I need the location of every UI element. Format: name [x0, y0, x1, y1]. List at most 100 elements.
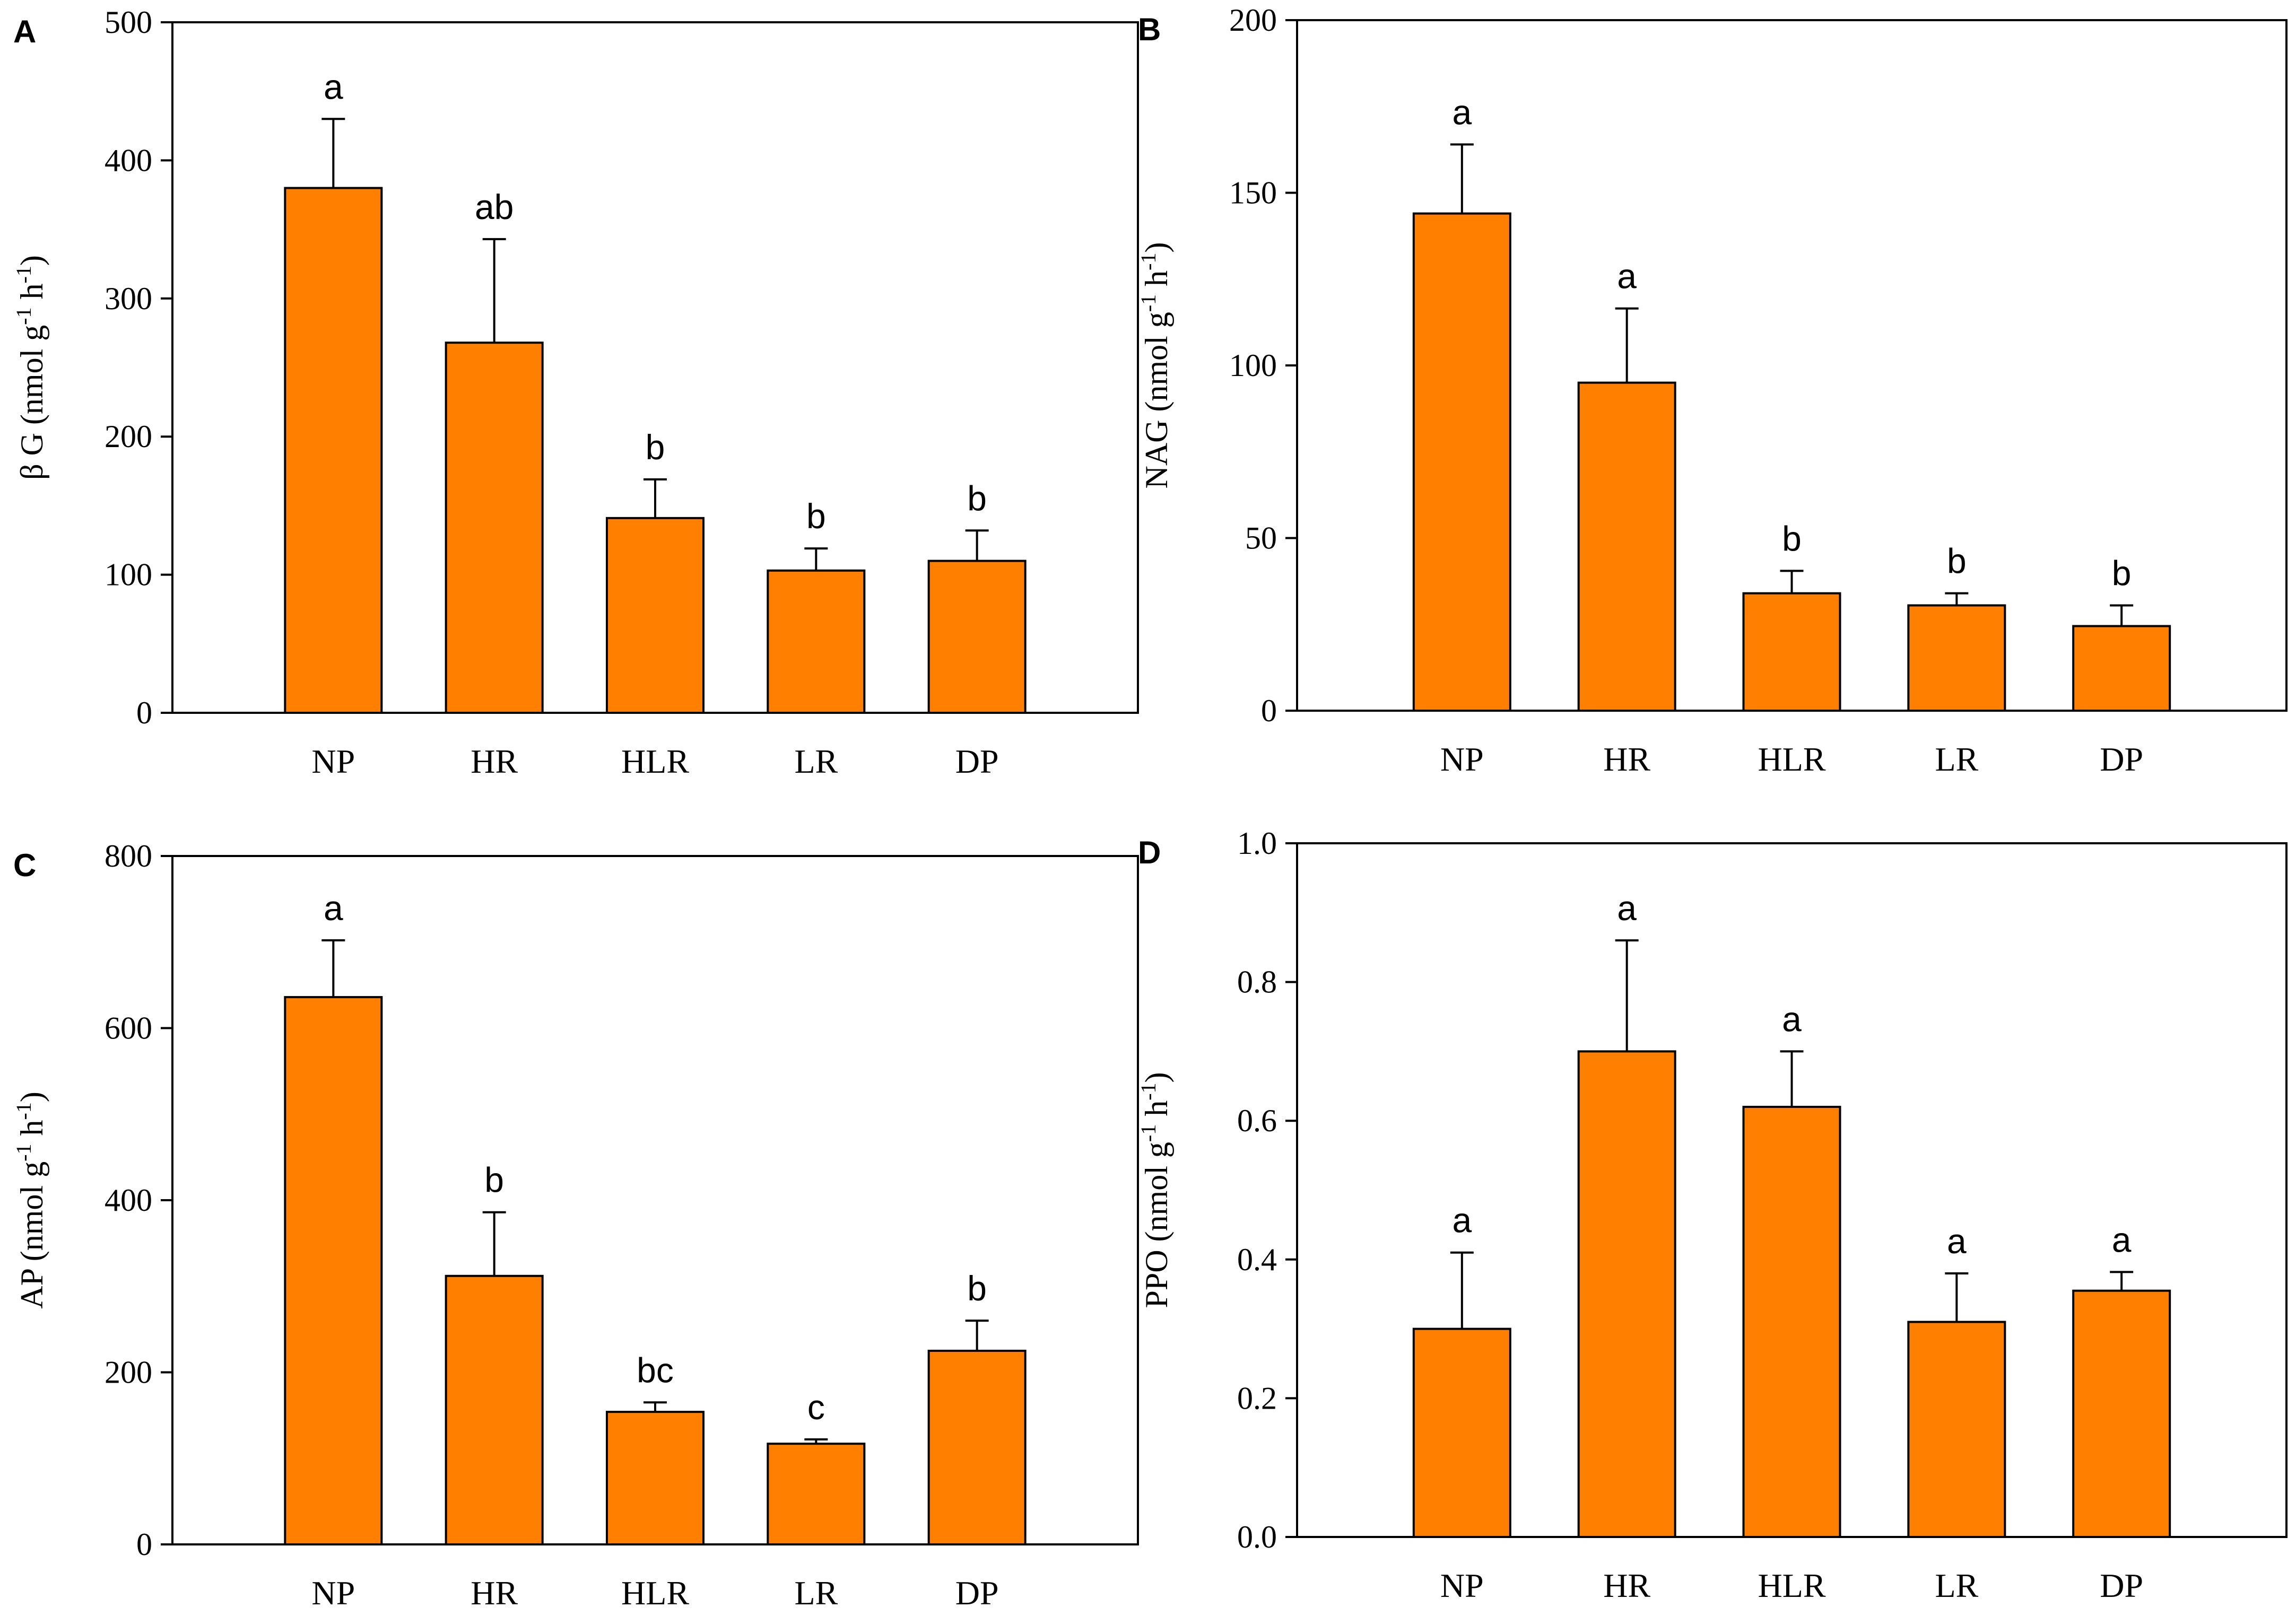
x-category-label: DP [2100, 740, 2143, 778]
x-category-label: NP [311, 743, 355, 780]
x-category-label: HR [1603, 740, 1650, 778]
x-category-label: HR [1603, 1567, 1650, 1604]
y-axis-title: β G (nmol g-1 h-1) [12, 255, 50, 480]
x-category-label: HLR [1758, 1567, 1826, 1604]
y-axis-title: PPO (nmol g-1 h-1) [1136, 1072, 1175, 1308]
significance-label: a [1452, 1201, 1472, 1240]
significance-label: c [807, 1387, 825, 1427]
significance-label: b [967, 478, 987, 518]
y-tick-label: 500 [105, 5, 152, 40]
significance-label: a [324, 888, 343, 928]
bar-dp [927, 560, 1027, 714]
error-bar-hlr [643, 478, 667, 518]
error-bar-lr [1945, 1272, 1969, 1322]
error-bar-hr [482, 1211, 506, 1276]
error-bar-np [321, 939, 345, 998]
error-bar-hr [1615, 307, 1639, 383]
y-tick-label: 200 [105, 419, 152, 454]
error-bar-hr [482, 238, 506, 343]
bar-hlr [1742, 1106, 1841, 1539]
bar-hlr [606, 517, 705, 714]
significance-label: a [1617, 888, 1637, 928]
significance-label: b [1947, 541, 1967, 581]
significance-label: b [1782, 519, 1802, 558]
bar-hr [1577, 1050, 1676, 1538]
x-category-label: HLR [1758, 740, 1826, 778]
error-bar-dp [965, 1320, 989, 1351]
y-tick-label: 0.6 [1237, 1103, 1277, 1138]
chart-panel-d: D 0.0 0.2 0.4 0.6 0.8 1.0 PPO (nmol g-1 h-1) a NP… [1136, 826, 2288, 1604]
bar-dp [2072, 625, 2171, 712]
y-tick-label: 100 [1229, 348, 1277, 383]
y-axis-title: NAG (nmol g-1 h-1) [1136, 242, 1175, 489]
significance-label: b [646, 427, 665, 467]
significance-label: a [2112, 1220, 2132, 1259]
y-tick-label: 400 [105, 1183, 152, 1218]
x-category-label: HLR [621, 743, 689, 780]
significance-label: a [1617, 257, 1637, 296]
error-bar-hlr [643, 1401, 667, 1412]
y-tick-label: 100 [105, 557, 152, 592]
y-axis-title: AP (nmol g-1 h-1) [12, 1091, 50, 1308]
y-tick-label: 300 [105, 281, 152, 316]
x-category-label: HLR [621, 1574, 689, 1612]
y-tick-label: 600 [105, 1011, 152, 1046]
x-category-label: NP [1440, 1567, 1484, 1604]
bar-lr [767, 569, 866, 714]
significance-label: a [1947, 1221, 1967, 1261]
bar-np [284, 996, 383, 1545]
error-bar-lr [804, 1438, 828, 1444]
error-bar-np [1450, 143, 1474, 214]
y-tick-label: 0.0 [1237, 1519, 1277, 1554]
bar-hr [445, 342, 544, 714]
y-tick-label: 0 [136, 695, 152, 730]
x-category-label: LR [1935, 1567, 1978, 1604]
significance-label: b [806, 496, 826, 536]
y-tick-label: 1.0 [1237, 826, 1277, 861]
error-bar-hr [1615, 939, 1639, 1052]
y-tick-label: 50 [1245, 521, 1277, 556]
panel-letter: B [1138, 12, 1161, 47]
error-bar-hlr [1780, 1050, 1804, 1107]
bar-hr [1577, 381, 1676, 712]
bar-lr [1907, 1321, 2006, 1539]
significance-label: b [484, 1160, 504, 1200]
x-category-label: DP [955, 743, 999, 780]
error-bar-hlr [1780, 570, 1804, 593]
error-bar-np [321, 118, 345, 188]
y-tick-label: 150 [1229, 176, 1277, 211]
error-bar-dp [2110, 604, 2134, 626]
bar-np [1412, 212, 1511, 712]
x-category-label: NP [1440, 740, 1484, 778]
panel-letter: C [13, 848, 36, 883]
y-tick-label: 0.8 [1237, 965, 1277, 1000]
y-tick-label: 400 [105, 143, 152, 178]
y-tick-label: 800 [105, 838, 152, 873]
error-bar-dp [2110, 1271, 2134, 1291]
bar-hlr [606, 1411, 705, 1546]
x-category-label: LR [794, 743, 838, 780]
significance-label: ab [475, 187, 514, 226]
y-tick-label: 0.2 [1237, 1381, 1277, 1416]
bar-lr [1907, 604, 2006, 712]
y-tick-label: 0 [1261, 693, 1277, 728]
significance-label: a [1782, 999, 1802, 1038]
x-category-label: HR [471, 1574, 518, 1612]
significance-label: b [967, 1269, 987, 1308]
y-tick-label: 0 [136, 1527, 152, 1562]
y-tick-label: 200 [1229, 3, 1277, 38]
error-bar-lr [804, 547, 828, 571]
chart-panel-a: A 0 100 200 300 400 500 β G (nmol g-1 h-1) a NP ab… [12, 5, 1139, 780]
significance-label: bc [637, 1350, 674, 1390]
y-tick-label: 0.4 [1237, 1242, 1277, 1277]
x-category-label: NP [311, 1574, 355, 1612]
bar-hr [445, 1274, 544, 1546]
error-bar-lr [1945, 592, 1969, 606]
bar-lr [767, 1443, 866, 1545]
x-category-label: DP [2100, 1567, 2143, 1604]
panel-letter: D [1138, 835, 1161, 870]
bar-np [1412, 1327, 1511, 1539]
bar-np [284, 187, 383, 714]
